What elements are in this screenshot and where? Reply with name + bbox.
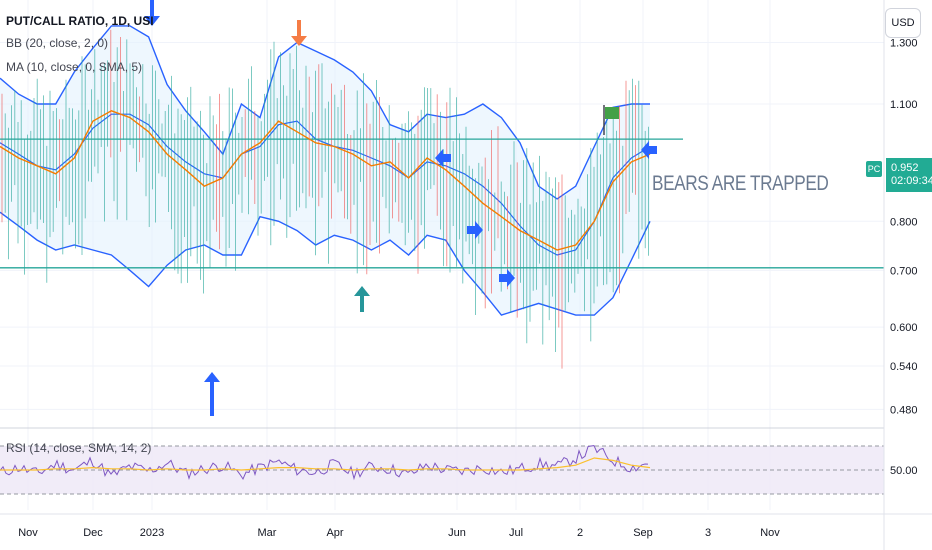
flag-icon — [605, 107, 619, 119]
upper-band — [0, 25, 650, 200]
time-tick-label: Sep — [633, 527, 653, 539]
candles — [1, 29, 649, 369]
orange-arrow-head — [291, 36, 307, 46]
rsi-pane — [0, 427, 884, 495]
time-tick-label: Jul — [509, 527, 523, 539]
left-block-arrow — [435, 149, 451, 167]
rsi-tick-label: 50.00 — [890, 465, 918, 477]
down-arrow-head — [144, 16, 160, 26]
bb-legend[interactable]: BB (20, close, 2, 0) — [6, 36, 109, 50]
annotation-text: BEARS ARE TRAPPED — [652, 172, 829, 195]
annotation-arrows — [144, 0, 657, 416]
right-block-arrow — [499, 269, 515, 287]
symbol-tag: PC — [866, 161, 882, 177]
price-tick-label: 0.800 — [890, 216, 918, 228]
chart-title: PUT/CALL RATIO, 1D, USI — [6, 14, 154, 28]
ma-line — [0, 110, 651, 251]
time-tick-label: Apr — [326, 527, 343, 539]
last-price-value: 0.952 — [891, 162, 919, 174]
rsi-legend[interactable]: RSI (14, close, SMA, 14, 2) — [6, 441, 152, 455]
price-tick-label: 0.480 — [890, 404, 918, 416]
time-axis: Nov Dec 2023 Mar Apr Jun Jul 2 Sep 3 Nov — [0, 513, 932, 539]
moving-average — [0, 110, 651, 251]
up-arrow-head — [204, 372, 220, 382]
price-tick-label: 1.100 — [890, 99, 918, 111]
lower-band — [0, 211, 651, 316]
bar-countdown: 02:09:34 — [891, 175, 932, 187]
rsi-line — [0, 445, 649, 481]
currency-button[interactable]: USD — [885, 8, 921, 38]
time-tick-label: Dec — [83, 527, 103, 539]
time-tick-label: Nov — [760, 527, 780, 539]
price-tick-label: 0.600 — [890, 322, 918, 334]
time-tick-label: 2 — [577, 527, 583, 539]
price-tick-label: 0.540 — [890, 361, 918, 373]
horizontal-lines — [0, 138, 884, 269]
time-tick-label: 3 — [705, 527, 711, 539]
price-axis: 1.300 1.100 0.800 0.700 0.600 0.540 0.480 50.00 — [883, 0, 918, 550]
teal-arrow-head — [354, 286, 370, 296]
ma-legend[interactable]: MA (10, close, 0, SMA, 5) — [6, 60, 143, 74]
last-price-tag: 0.952 02:09:34 — [886, 158, 932, 192]
time-tick-label: Nov — [18, 527, 38, 539]
time-tick-label: 2023 — [140, 527, 164, 539]
price-tick-label: 1.300 — [890, 38, 918, 50]
time-tick-label: Jun — [448, 527, 466, 539]
left-block-arrow — [641, 141, 657, 159]
right-block-arrow — [467, 221, 483, 239]
price-tick-label: 0.700 — [890, 265, 918, 277]
rsi-ma-line — [0, 457, 651, 471]
time-tick-label: Mar — [258, 527, 277, 539]
